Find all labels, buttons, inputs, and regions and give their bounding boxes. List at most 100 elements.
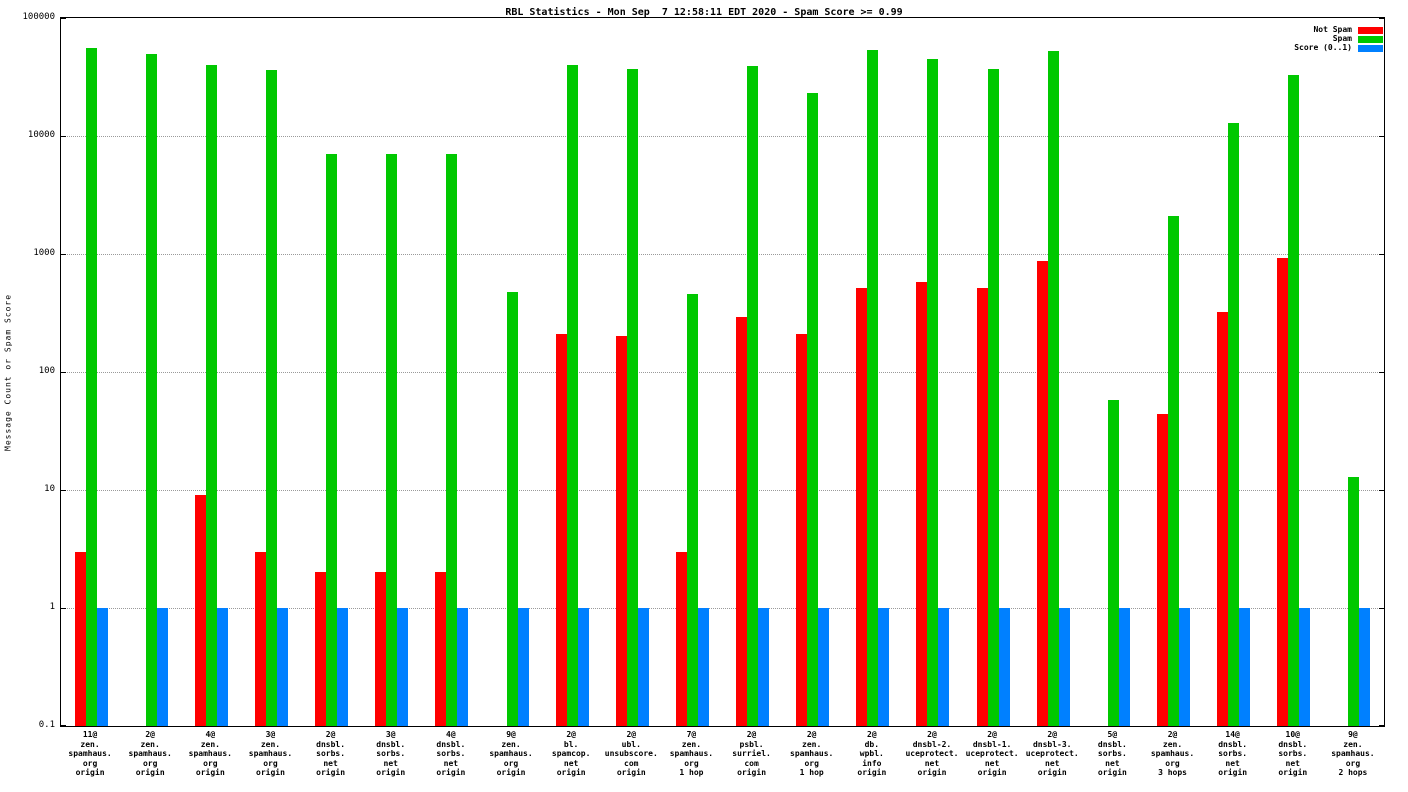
bar-score-0-1--4@	[457, 608, 469, 726]
bar-spam-9@	[1348, 476, 1360, 726]
bar-spam-2@	[1168, 215, 1180, 726]
bar-score-0-1--7@	[697, 608, 709, 726]
bar-spam-14@	[1228, 122, 1240, 726]
bar-not-spam-4@	[194, 495, 206, 726]
gridline-1000	[61, 253, 1384, 255]
bar-not-spam-4@	[435, 572, 447, 726]
bar-spam-2@	[1047, 50, 1059, 726]
x-tick-label: 14@ dnsbl. sorbs. net origin	[1218, 730, 1248, 777]
x-tick-label: 3@ zen. spamhaus. org origin	[248, 730, 293, 777]
legend-label: Not Spam	[1313, 25, 1352, 34]
x-tick-label: 3@ dnsbl. sorbs. net origin	[376, 730, 406, 777]
bar-spam-5@	[1107, 399, 1119, 726]
legend-swatch-not-spam	[1358, 26, 1383, 34]
bar-not-spam-10@	[1277, 257, 1289, 726]
y-tick-label-100: 100	[38, 365, 55, 376]
bar-spam-7@	[686, 293, 698, 726]
bar-not-spam-14@	[1217, 312, 1229, 726]
chart-title: RBL Statistics - Mon Sep 7 12:58:11 EDT …	[505, 7, 903, 18]
bar-not-spam-2@	[315, 572, 327, 726]
gridline-1	[61, 607, 1384, 609]
gridline-10	[61, 489, 1384, 491]
x-tick-label: 2@ zen. spamhaus. org 3 hops	[1150, 730, 1195, 777]
x-tick-label: 4@ dnsbl. sorbs. net origin	[436, 730, 466, 777]
y-tick-mark	[1379, 372, 1384, 373]
bar-score-0-1--2@	[758, 608, 770, 726]
bar-spam-11@	[85, 47, 97, 726]
legend: Not Spam Spam Score (0..1)	[1294, 26, 1383, 52]
bar-spam-2@	[145, 53, 157, 726]
x-tick-label: 9@ zen. spamhaus. org 2 hops	[1331, 730, 1375, 777]
y-tick-mark	[1379, 608, 1384, 609]
bar-score-0-1--2@	[637, 608, 649, 726]
x-tick-label: 2@ dnsbl-3. uceprotect. net origin	[1025, 730, 1079, 777]
bar-score-0-1--5@	[1118, 608, 1130, 726]
bar-not-spam-2@	[1157, 414, 1169, 726]
bar-score-0-1--2@	[938, 608, 950, 726]
x-tick-label: 2@ psbl. surriel. com origin	[732, 730, 771, 777]
y-tick-mark	[61, 254, 66, 255]
y-tick-mark	[61, 136, 66, 137]
bar-not-spam-2@	[615, 336, 627, 726]
bar-not-spam-3@	[375, 572, 387, 726]
y-tick-mark	[61, 608, 66, 609]
bar-spam-3@	[265, 70, 277, 726]
bar-score-0-1--9@	[517, 608, 529, 726]
bar-spam-2@	[566, 64, 578, 726]
x-tick-label: 2@ ubl. unsubscore. com origin	[604, 730, 658, 777]
y-tick-label-1000: 1000	[33, 247, 55, 258]
y-tick-label-0.1: 0.1	[38, 719, 55, 730]
bar-score-0-1--2@	[1179, 608, 1191, 726]
bar-score-0-1--4@	[216, 608, 228, 726]
bar-not-spam-2@	[976, 287, 988, 726]
bar-score-0-1--2@	[1058, 608, 1070, 726]
gridline-100	[61, 371, 1384, 373]
y-tick-mark	[1379, 725, 1384, 726]
bar-not-spam-11@	[74, 551, 86, 726]
bar-not-spam-2@	[1036, 260, 1048, 726]
bar-score-0-1--2@	[998, 608, 1010, 726]
x-tick-label: 2@ dnsbl. sorbs. net origin	[316, 730, 346, 777]
x-tick-label: 2@ bl. spamcop. net origin	[551, 730, 591, 777]
y-tick-label-100000: 100000	[22, 11, 55, 22]
x-tick-label: 11@ zen. spamhaus. org origin	[68, 730, 112, 777]
legend-swatch-score-0-1-	[1358, 44, 1383, 52]
y-tick-mark	[61, 372, 66, 373]
gridline-10000	[61, 135, 1384, 137]
x-tick-label: 2@ zen. spamhaus. org origin	[128, 730, 172, 777]
bar-spam-2@	[626, 68, 638, 726]
bar-spam-2@	[807, 93, 819, 726]
x-tick-label: 5@ dnsbl. sorbs. net origin	[1097, 730, 1127, 777]
plot-area	[60, 17, 1385, 727]
x-tick-label: 2@ dnsbl-1. uceprotect. net origin	[965, 730, 1019, 777]
bar-not-spam-2@	[555, 333, 567, 726]
bar-score-0-1--3@	[276, 608, 288, 726]
y-tick-label-10000: 10000	[27, 129, 55, 140]
y-tick-mark	[61, 18, 66, 19]
legend-swatch-spam	[1358, 35, 1383, 43]
x-tick-label: 2@ zen. spamhaus. org 1 hop	[790, 730, 834, 777]
legend-label: Score (0..1)	[1294, 43, 1352, 52]
bar-score-0-1--11@	[96, 608, 108, 726]
y-tick-mark	[1379, 254, 1384, 255]
x-tick-label: 9@ zen. spamhaus. org origin	[489, 730, 533, 777]
bar-spam-2@	[987, 68, 999, 726]
bar-score-0-1--2@	[577, 608, 589, 726]
bar-spam-2@	[747, 66, 759, 726]
bar-score-0-1--14@	[1239, 608, 1251, 726]
bar-spam-4@	[446, 154, 458, 726]
x-tick-label: 7@ zen. spamhaus. org 1 hop	[669, 730, 714, 777]
bar-score-0-1--2@	[878, 608, 890, 726]
bar-spam-10@	[1288, 74, 1300, 726]
bar-spam-4@	[205, 64, 217, 726]
y-tick-label-1: 1	[49, 601, 55, 612]
bar-score-0-1--9@	[1359, 608, 1371, 726]
legend-row: Spam	[1294, 35, 1383, 43]
bar-score-0-1--3@	[397, 608, 409, 726]
x-tick-label: 2@ dnsbl-2. uceprotect. net origin	[905, 730, 959, 777]
bar-not-spam-3@	[254, 551, 266, 726]
bar-score-0-1--2@	[337, 608, 349, 726]
bar-spam-2@	[867, 49, 879, 726]
bar-not-spam-2@	[856, 287, 868, 726]
y-tick-mark	[1379, 136, 1384, 137]
